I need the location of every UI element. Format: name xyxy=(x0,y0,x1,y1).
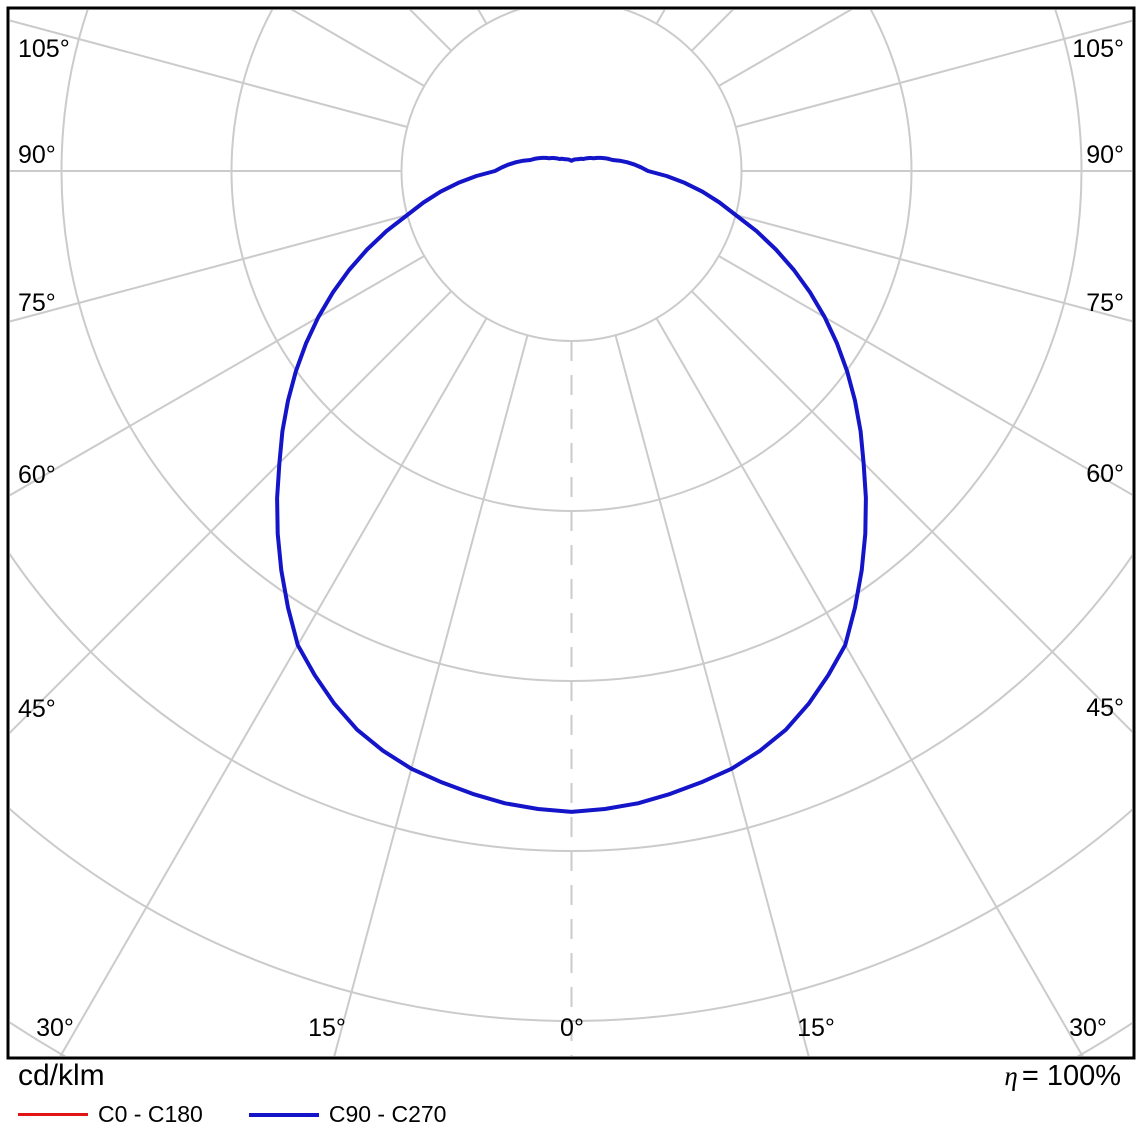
legend-line-c0-icon xyxy=(18,1113,88,1116)
efficiency-label: η = 100% xyxy=(1004,1060,1121,1092)
angle-label-60-right: 60° xyxy=(1086,460,1124,488)
grid-ray-255 xyxy=(10,19,408,128)
grid-ray-60 xyxy=(718,255,1132,496)
legend: C0 - C180 C90 - C270 xyxy=(18,1101,446,1128)
angle-label-15-right: 15° xyxy=(797,1014,835,1042)
angle-label-105-right: 105° xyxy=(1072,35,1124,63)
angle-label-75-right: 75° xyxy=(1086,289,1124,317)
angle-label-75-left: 75° xyxy=(18,289,56,317)
legend-line-c90-icon xyxy=(248,1112,319,1117)
grid-ray-330 xyxy=(59,317,488,1056)
grid-ray-165 xyxy=(616,0,947,7)
grid-ray-315 xyxy=(10,290,453,734)
angle-label-45-right: 45° xyxy=(1086,694,1124,722)
angle-label-30-left: 30° xyxy=(36,1014,74,1042)
angle-label-30-right: 30° xyxy=(1069,1014,1107,1042)
legend-label-c90: C90 - C270 xyxy=(328,1101,447,1127)
eta-symbol: η xyxy=(1004,1061,1018,1091)
grid-ray-30 xyxy=(655,317,1084,1056)
legend-label-c0: C0 - C180 xyxy=(98,1101,203,1127)
grid-ray-75 xyxy=(735,214,1132,323)
grid-ring xyxy=(400,10,743,342)
grid-ray-15 xyxy=(614,334,810,1056)
angle-label-60-left: 60° xyxy=(18,461,56,489)
grid-ray-45 xyxy=(690,290,1132,733)
angle-label-0: 0° xyxy=(560,1014,584,1042)
grid-ray-345 xyxy=(333,334,529,1056)
angle-label-105-left: 105° xyxy=(18,35,70,63)
angle-label-45-left: 45° xyxy=(18,695,56,723)
grid-ray-285 xyxy=(10,214,408,323)
angle-label-90-right: 90° xyxy=(1086,141,1124,169)
grid-ray-195 xyxy=(196,0,527,7)
angle-label-15-left: 15° xyxy=(308,1014,346,1042)
efficiency-value: = 100% xyxy=(1021,1060,1121,1092)
plot-border xyxy=(6,6,1136,1060)
grid-ray-105 xyxy=(735,19,1132,128)
grid-ring xyxy=(230,10,913,512)
units-label: cd/klm xyxy=(18,1059,105,1092)
angle-label-90-left: 90° xyxy=(18,141,56,169)
curve-c90-c270 xyxy=(275,155,868,814)
grid-ray-300 xyxy=(10,255,425,497)
